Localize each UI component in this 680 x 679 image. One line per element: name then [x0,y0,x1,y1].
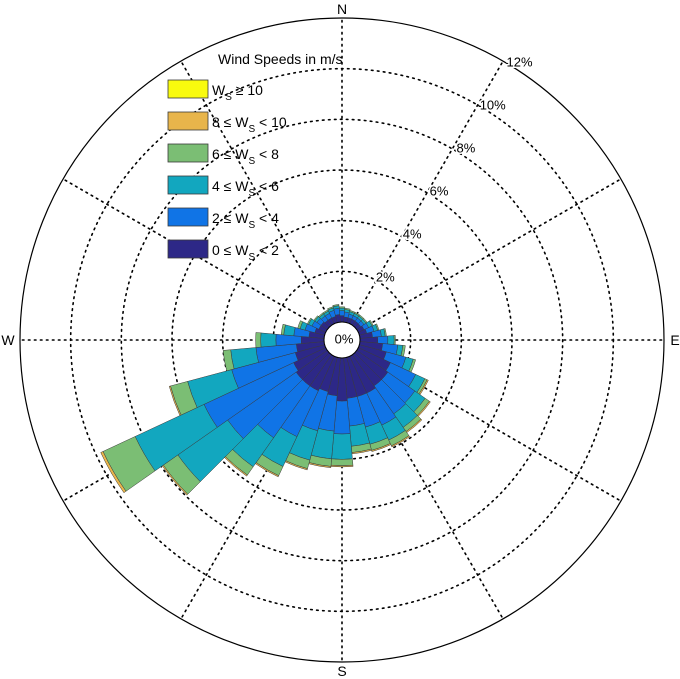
grid-spoke-330 [180,60,334,326]
legend-label-3: 4 ≤ WS < 6 [212,178,279,199]
ring-label-8: 8% [456,141,475,156]
wind-wedges [100,304,431,496]
wedge-dir-90-bin-2 [387,335,395,345]
wedge-dir-270-bin-2 [260,332,277,348]
wedge-dir-250-bin-4 [168,385,182,416]
wedge-dir-270-bin-3 [255,332,262,348]
legend-label-0: WS ≥ 10 [212,82,263,103]
wedge-dir-90-bin-1 [377,335,389,345]
compass-label-south: S [337,663,346,679]
grid-spoke-150 [350,354,504,620]
legend-label-4: 2 ≤ WS < 4 [212,210,279,231]
legend-label-5: 0 ≤ WS < 2 [212,242,279,263]
grid-spoke-210 [180,354,334,620]
compass-label-north: N [337,1,347,17]
wedge-dir-160-bin-4 [371,443,392,452]
ring-label-6: 6% [430,184,449,199]
ring-label-4: 4% [403,226,422,241]
wedge-dir-180-bin-4 [330,464,354,468]
ring-label-2: 2% [376,269,395,284]
wedge-dir-260-bin-3 [222,349,235,372]
legend-label-1: 8 ≤ WS < 10 [212,114,287,135]
center-label: 0% [335,331,354,346]
wedge-dir-180-bin-2 [331,433,353,460]
center-hole: 0% [323,321,361,359]
legend-label-2: 6 ≤ WS < 8 [212,146,279,167]
legend-swatch-4 [167,207,209,227]
wedge-dir-0-bin-1 [339,310,345,317]
legend-swatch-3 [167,175,209,195]
center-circle [323,321,361,359]
grid-spoke-60 [356,178,622,332]
wedge-dir-0-bin-2 [338,307,346,311]
wedge-dir-290-bin-3 [297,320,303,330]
wedge-dir-10-bin-3 [344,307,351,311]
wedge-dir-0-bin-3 [338,306,346,309]
wedge-dir-310-bin-3 [313,315,319,322]
legend-swatch-1 [167,111,209,131]
legend-swatch-5 [167,239,209,259]
legend: Wind Speeds in m/s WS ≥ 10 8 ≤ WS < 10 6 ≤… [167,51,343,263]
ring-label-12: 12% [507,55,533,70]
ring-labels: 2% 4% 6% 8% 10% 12% [374,53,534,286]
wedge-dir-150-bin-4 [391,435,410,448]
grid-ring-8 [120,118,564,562]
wedge-dir-240-bin-4 [100,451,127,493]
wedge-dir-280-bin-3 [280,323,286,336]
compass-label-east: E [670,332,679,348]
grid-spoke-120 [356,348,622,502]
wedge-dir-180-bin-3 [330,458,354,466]
wedge-dir-350-bin-3 [332,304,340,307]
legend-swatch-2 [167,143,209,163]
wedge-dir-90-bin-3 [393,335,396,345]
grid-spoke-30 [350,60,504,326]
wedge-dir-300-bin-3 [307,317,312,325]
legend-swatch-0 [167,79,209,99]
legend-title: Wind Speeds in m/s [218,51,343,67]
compass-label-west: W [1,332,15,348]
ring-label-10: 10% [480,98,506,113]
